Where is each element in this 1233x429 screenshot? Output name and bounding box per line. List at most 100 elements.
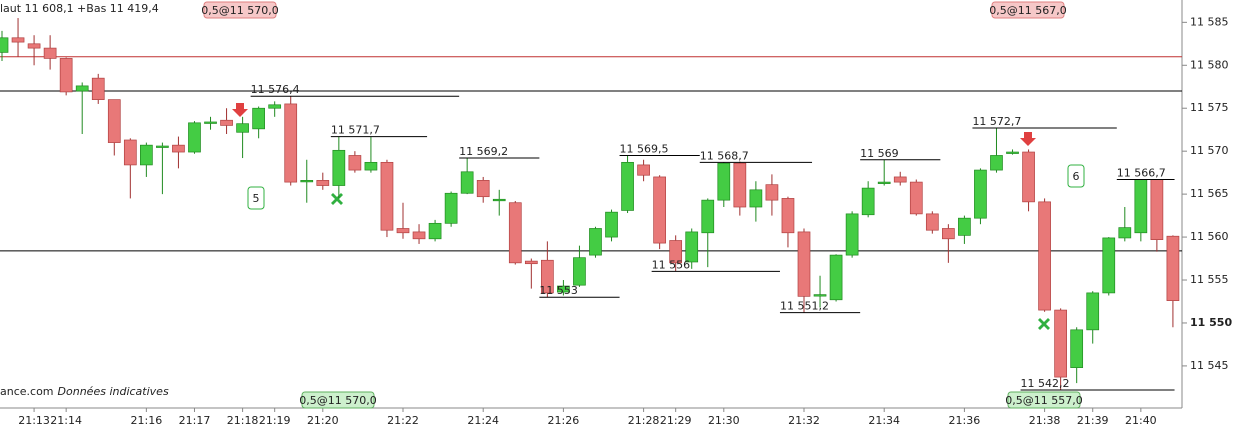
candle-body	[412, 231, 426, 240]
x-tick-label: 21:32	[788, 414, 820, 427]
y-tick-label: 11 585	[1190, 15, 1229, 28]
candle-body	[541, 259, 554, 294]
badge-box	[1007, 391, 1081, 409]
order-badge: 0,5@11 567,0	[989, 1, 1067, 19]
candle-body	[188, 122, 201, 153]
candle-body	[829, 254, 843, 301]
level-label: 11 572,7	[972, 115, 1021, 128]
candle-body	[942, 228, 955, 240]
y-tick-label: 11 550	[1190, 316, 1232, 329]
candle-body	[1006, 151, 1019, 154]
candle-body	[268, 104, 282, 109]
candle-body	[204, 121, 217, 124]
candle-body	[621, 161, 634, 211]
candle-body	[300, 180, 314, 183]
candle-body	[1134, 179, 1148, 234]
x-tick-label: 21:24	[467, 414, 499, 427]
candle-body	[91, 77, 105, 100]
candle-body	[123, 139, 137, 166]
badge-box	[301, 391, 375, 409]
candle-body	[27, 43, 41, 49]
plot-area	[0, 0, 1182, 408]
candle-body	[653, 176, 666, 244]
footer: ance.com Données indicatives	[0, 385, 169, 398]
y-tick-label: 11 565	[1190, 187, 1229, 200]
candle-body	[717, 162, 731, 201]
candle-body	[1070, 329, 1084, 368]
sell-arrow	[232, 103, 248, 117]
order-badge: 0,5@11 570,0	[201, 1, 279, 19]
x-tick-label: 21:22	[387, 414, 419, 427]
candle-body	[316, 180, 330, 186]
x-tick-label: 21:36	[949, 414, 981, 427]
candle-body	[380, 161, 394, 231]
order-badge: 0,5@11 570,0	[299, 391, 377, 409]
candle-body	[284, 103, 298, 183]
candle-body	[861, 187, 875, 216]
x-tick-label: 21:30	[708, 414, 740, 427]
level-label: 11 556	[652, 258, 691, 271]
candle-body	[637, 164, 650, 176]
level-label: 11 576,4	[251, 83, 300, 96]
badge-label: 0,5@11 570,0	[299, 394, 376, 407]
candle-body	[685, 231, 699, 263]
candle-body	[813, 294, 827, 297]
candle-body	[1102, 237, 1116, 294]
candle-body	[156, 145, 169, 148]
candle-body	[59, 58, 73, 93]
x-tick-label: 21:14	[50, 414, 82, 427]
candle-body	[893, 176, 907, 183]
x-tick-label: 21:38	[1029, 414, 1061, 427]
x-tick-label: 21:17	[179, 414, 211, 427]
x-tick-label: 21:40	[1125, 414, 1157, 427]
candle-body	[589, 228, 602, 256]
candle-body	[0, 37, 9, 53]
footer-note: Données indicatives	[58, 385, 169, 398]
candle-body	[43, 47, 57, 59]
x-tick-label: 21:20	[307, 414, 339, 427]
candle-body	[252, 107, 265, 130]
candle-body	[492, 198, 506, 202]
level-label: 11 569,5	[620, 142, 669, 155]
candle-body	[605, 211, 618, 238]
candle-body	[332, 149, 346, 186]
candle-body	[1150, 179, 1164, 240]
y-tick-label: 11 570	[1190, 144, 1229, 157]
x-tick-label: 21:13	[18, 414, 50, 427]
y-tick-label: 11 555	[1190, 273, 1229, 286]
candle-body	[524, 260, 538, 265]
badge-box	[991, 1, 1065, 19]
candle-body	[990, 155, 1003, 171]
counter-label: 6	[1073, 170, 1080, 183]
level-label: 11 553	[539, 284, 578, 297]
candle-body	[220, 119, 233, 126]
candle-body	[701, 199, 715, 234]
candle-body	[669, 240, 683, 264]
candle-body	[396, 228, 410, 234]
x-tick-label: 21:39	[1077, 414, 1109, 427]
x-tick-label: 21:16	[131, 414, 163, 427]
buy-cross	[1038, 318, 1050, 330]
sell-arrow	[1020, 132, 1036, 146]
badge-label: 0,5@11 570,0	[201, 4, 278, 17]
candle-body	[428, 222, 442, 240]
order-badge: 0,5@11 557,0	[1005, 391, 1083, 409]
badge-label: 0,5@11 567,0	[989, 4, 1066, 17]
candle-body	[1054, 309, 1067, 378]
candle-body	[573, 257, 586, 286]
x-tick-label: 21:34	[868, 414, 900, 427]
candle-body	[460, 171, 474, 194]
candle-body	[781, 198, 795, 234]
candle-body	[11, 37, 25, 43]
candle-body	[958, 217, 971, 236]
level-label: 11 571,7	[331, 124, 380, 137]
candle-body	[1118, 227, 1132, 239]
level-label: 11 568,7	[700, 149, 749, 162]
header: laut 11 608,1 +Bas 11 419,4	[0, 2, 159, 15]
candle-body	[909, 181, 923, 215]
candle-body	[974, 169, 987, 219]
footer-site: ance.com	[0, 385, 54, 398]
candle-body	[348, 155, 362, 171]
candle-body	[107, 99, 121, 143]
